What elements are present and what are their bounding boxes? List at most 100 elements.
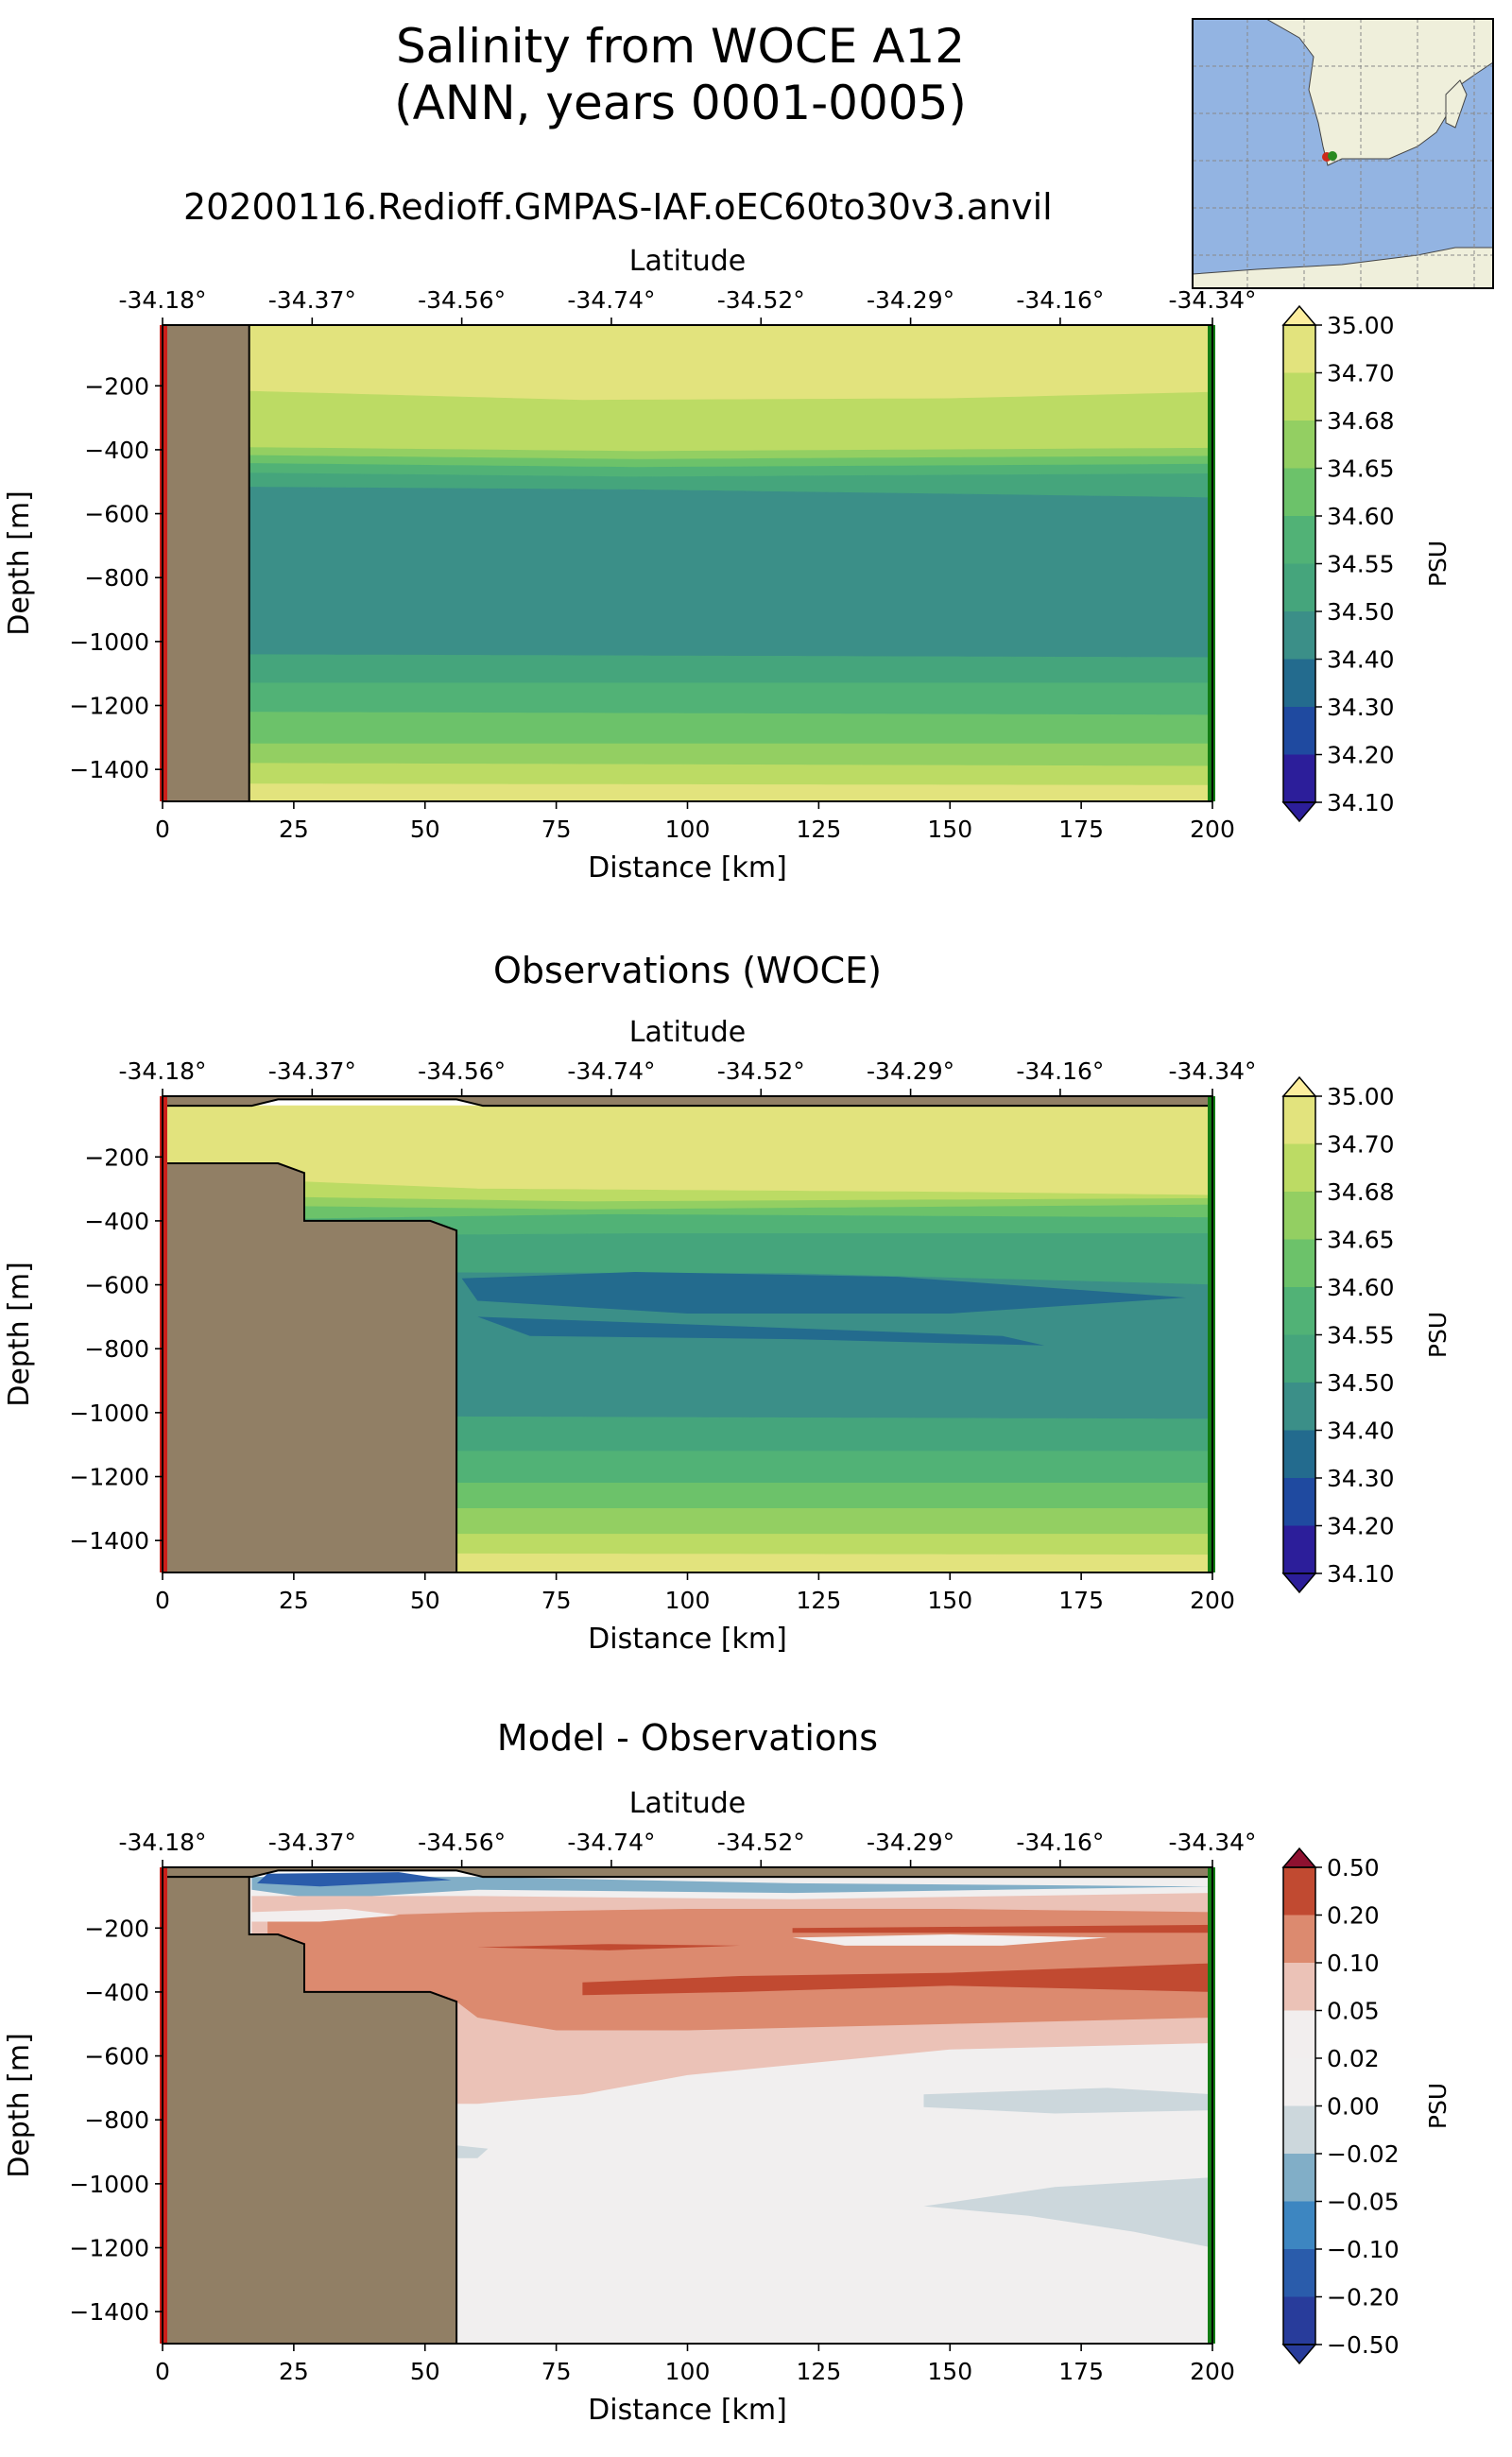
lat-tick-label: -34.56° [418,1829,506,1856]
colorbar-label: PSU [1424,541,1452,587]
lat-tick-label: -34.18° [118,1057,206,1085]
contour-band-7 [163,654,1212,684]
colorbar-segment [1283,2201,1315,2250]
lat-tick-label: -34.37° [268,1829,356,1856]
colorbar-tick-label: 34.68 [1327,407,1395,435]
x-tick-label: 175 [1058,1587,1104,1614]
x-tick-label: 100 [665,2358,711,2385]
x-tick-label: 200 [1190,816,1235,843]
colorbar-tick-label: 34.10 [1327,1560,1395,1588]
colorbar-segment [1283,2010,1315,2059]
colorbar-segment [1283,2105,1315,2155]
contour-patch-6 [792,1924,1212,1933]
lat-tick-label: -34.37° [268,1057,356,1085]
lat-tick-label: -34.18° [118,286,206,314]
colorbar-tick-label: 34.10 [1327,789,1395,816]
contour-patch-12 [456,2145,489,2158]
colorbar-tick-label: 0.05 [1327,1998,1380,2025]
y-tick-label: −200 [84,1915,149,1942]
y-tick-label: −800 [84,2106,149,2134]
y-tick-label: −1200 [69,693,149,720]
colorbar-tick-label: 34.30 [1327,1465,1395,1492]
run-name: 20200116.Redioff.GMPAS-IAF.oEC60to30v3.a… [183,186,1053,228]
colorbar-tick-label: 0.20 [1327,1902,1380,1930]
y-tick-label: −1000 [69,2171,149,2198]
colorbar-segment [1283,372,1315,421]
colorbar-segment [1283,516,1315,564]
colorbar-segment [1283,2154,1315,2202]
colorbar-extend-max [1281,1075,1317,1097]
figure-title-line2: (ANN, years 0001-0005) [394,76,967,130]
colorbar-segment [1283,1096,1315,1144]
colorbar-tick-label: −0.20 [1327,2284,1400,2311]
lat-tick-label: -34.37° [268,286,356,314]
x-tick-label: 75 [541,816,572,843]
y-axis-label: Depth [m] [3,1262,36,1407]
y-tick-label: −400 [84,1979,149,2006]
top-axis-label: Latitude [629,1016,746,1049]
colorbar-tick-label: 0.50 [1327,1854,1380,1881]
contour-patch-10 [923,2088,1212,2114]
x-tick-label: 150 [927,816,972,843]
contour-band-8 [163,682,1212,716]
colorbar-segment [1283,1525,1315,1574]
lat-tick-label: -34.52° [717,1829,805,1856]
contour-patch-7 [792,1934,1108,1946]
contour-patch-8 [251,1909,399,1922]
colorbar-segment [1283,1143,1315,1193]
colorbar-segment [1283,468,1315,517]
contour-band-12 [163,783,1212,801]
colorbar-tick-label: 34.20 [1327,1513,1395,1540]
x-tick-label: 125 [797,816,842,843]
colorbar-extend-min [1281,2344,1317,2365]
lat-tick-label: -34.18° [118,1829,206,1856]
y-tick-label: −200 [84,372,149,400]
colorbar-tick-label: 34.68 [1327,1178,1395,1206]
colorbar: 35.00 34.70 34.68 34.65 34.60 34.55 34.50 34.40… [1281,304,1452,823]
y-tick-label: −1000 [69,628,149,656]
y-tick-label: −1000 [69,1400,149,1427]
x-tick-label: 200 [1190,2358,1235,2385]
lat-tick-label: -34.74° [567,1057,655,1085]
x-tick-label: 25 [279,2358,309,2385]
colorbar-segment [1283,563,1315,612]
land-mask-0 [163,325,250,801]
x-axis-label: Distance [km] [588,1623,787,1656]
colorbar-segment [1283,1239,1315,1288]
colorbar-tick-label: 0.00 [1327,2093,1380,2121]
lat-tick-label: -34.16° [1016,1057,1104,1085]
x-tick-label: 50 [410,1587,440,1614]
contour-patch-0 [251,1877,1212,1899]
colorbar-tick-label: 34.40 [1327,1418,1395,1445]
y-tick-label: −400 [84,437,149,464]
contour-patch-11 [923,2177,1212,2248]
colorbar-segment [1283,1963,1315,2011]
land-mask-1 [163,1876,458,2344]
y-tick-label: −1200 [69,2235,149,2262]
colorbar-segment [1283,707,1315,755]
lat-tick-label: -34.29° [867,1829,954,1856]
colorbar-tick-label: 0.02 [1327,2045,1380,2072]
land-mask-1 [163,1162,458,1572]
colorbar-segment [1283,2058,1315,2106]
y-axis-label: Depth [m] [3,490,36,636]
colorbar-tick-label: 35.00 [1327,312,1395,339]
map-land-madagascar [1445,79,1468,129]
colorbar-segment [1283,1192,1315,1240]
lat-tick-label: -34.74° [567,1829,655,1856]
colorbar-tick-label: 34.55 [1327,1322,1395,1349]
lat-tick-label: -34.34° [1168,286,1256,314]
y-tick-label: −1400 [69,2298,149,2326]
colorbar: 35.00 34.70 34.68 34.65 34.60 34.55 34.50 34.40… [1281,1075,1452,1594]
x-axis-label: Distance [km] [588,851,787,885]
colorbar-tick-label: 34.65 [1327,455,1395,483]
colorbar-segment [1283,1383,1315,1431]
inset-map [1192,18,1494,289]
colorbar-segment [1283,1430,1315,1479]
x-tick-label: 150 [927,2358,972,2385]
observations-panel: 0 25 50 75 100 125 150 175 200 Distance [km] −200 −… [3,950,1452,1656]
model-panel: 0 25 50 75 100 125 150 175 200 Distance [km] −200 −… [3,245,1452,885]
lat-tick-label: -34.34° [1168,1829,1256,1856]
colorbar-segment [1283,2249,1315,2297]
colorbar-tick-label: 34.60 [1327,503,1395,530]
